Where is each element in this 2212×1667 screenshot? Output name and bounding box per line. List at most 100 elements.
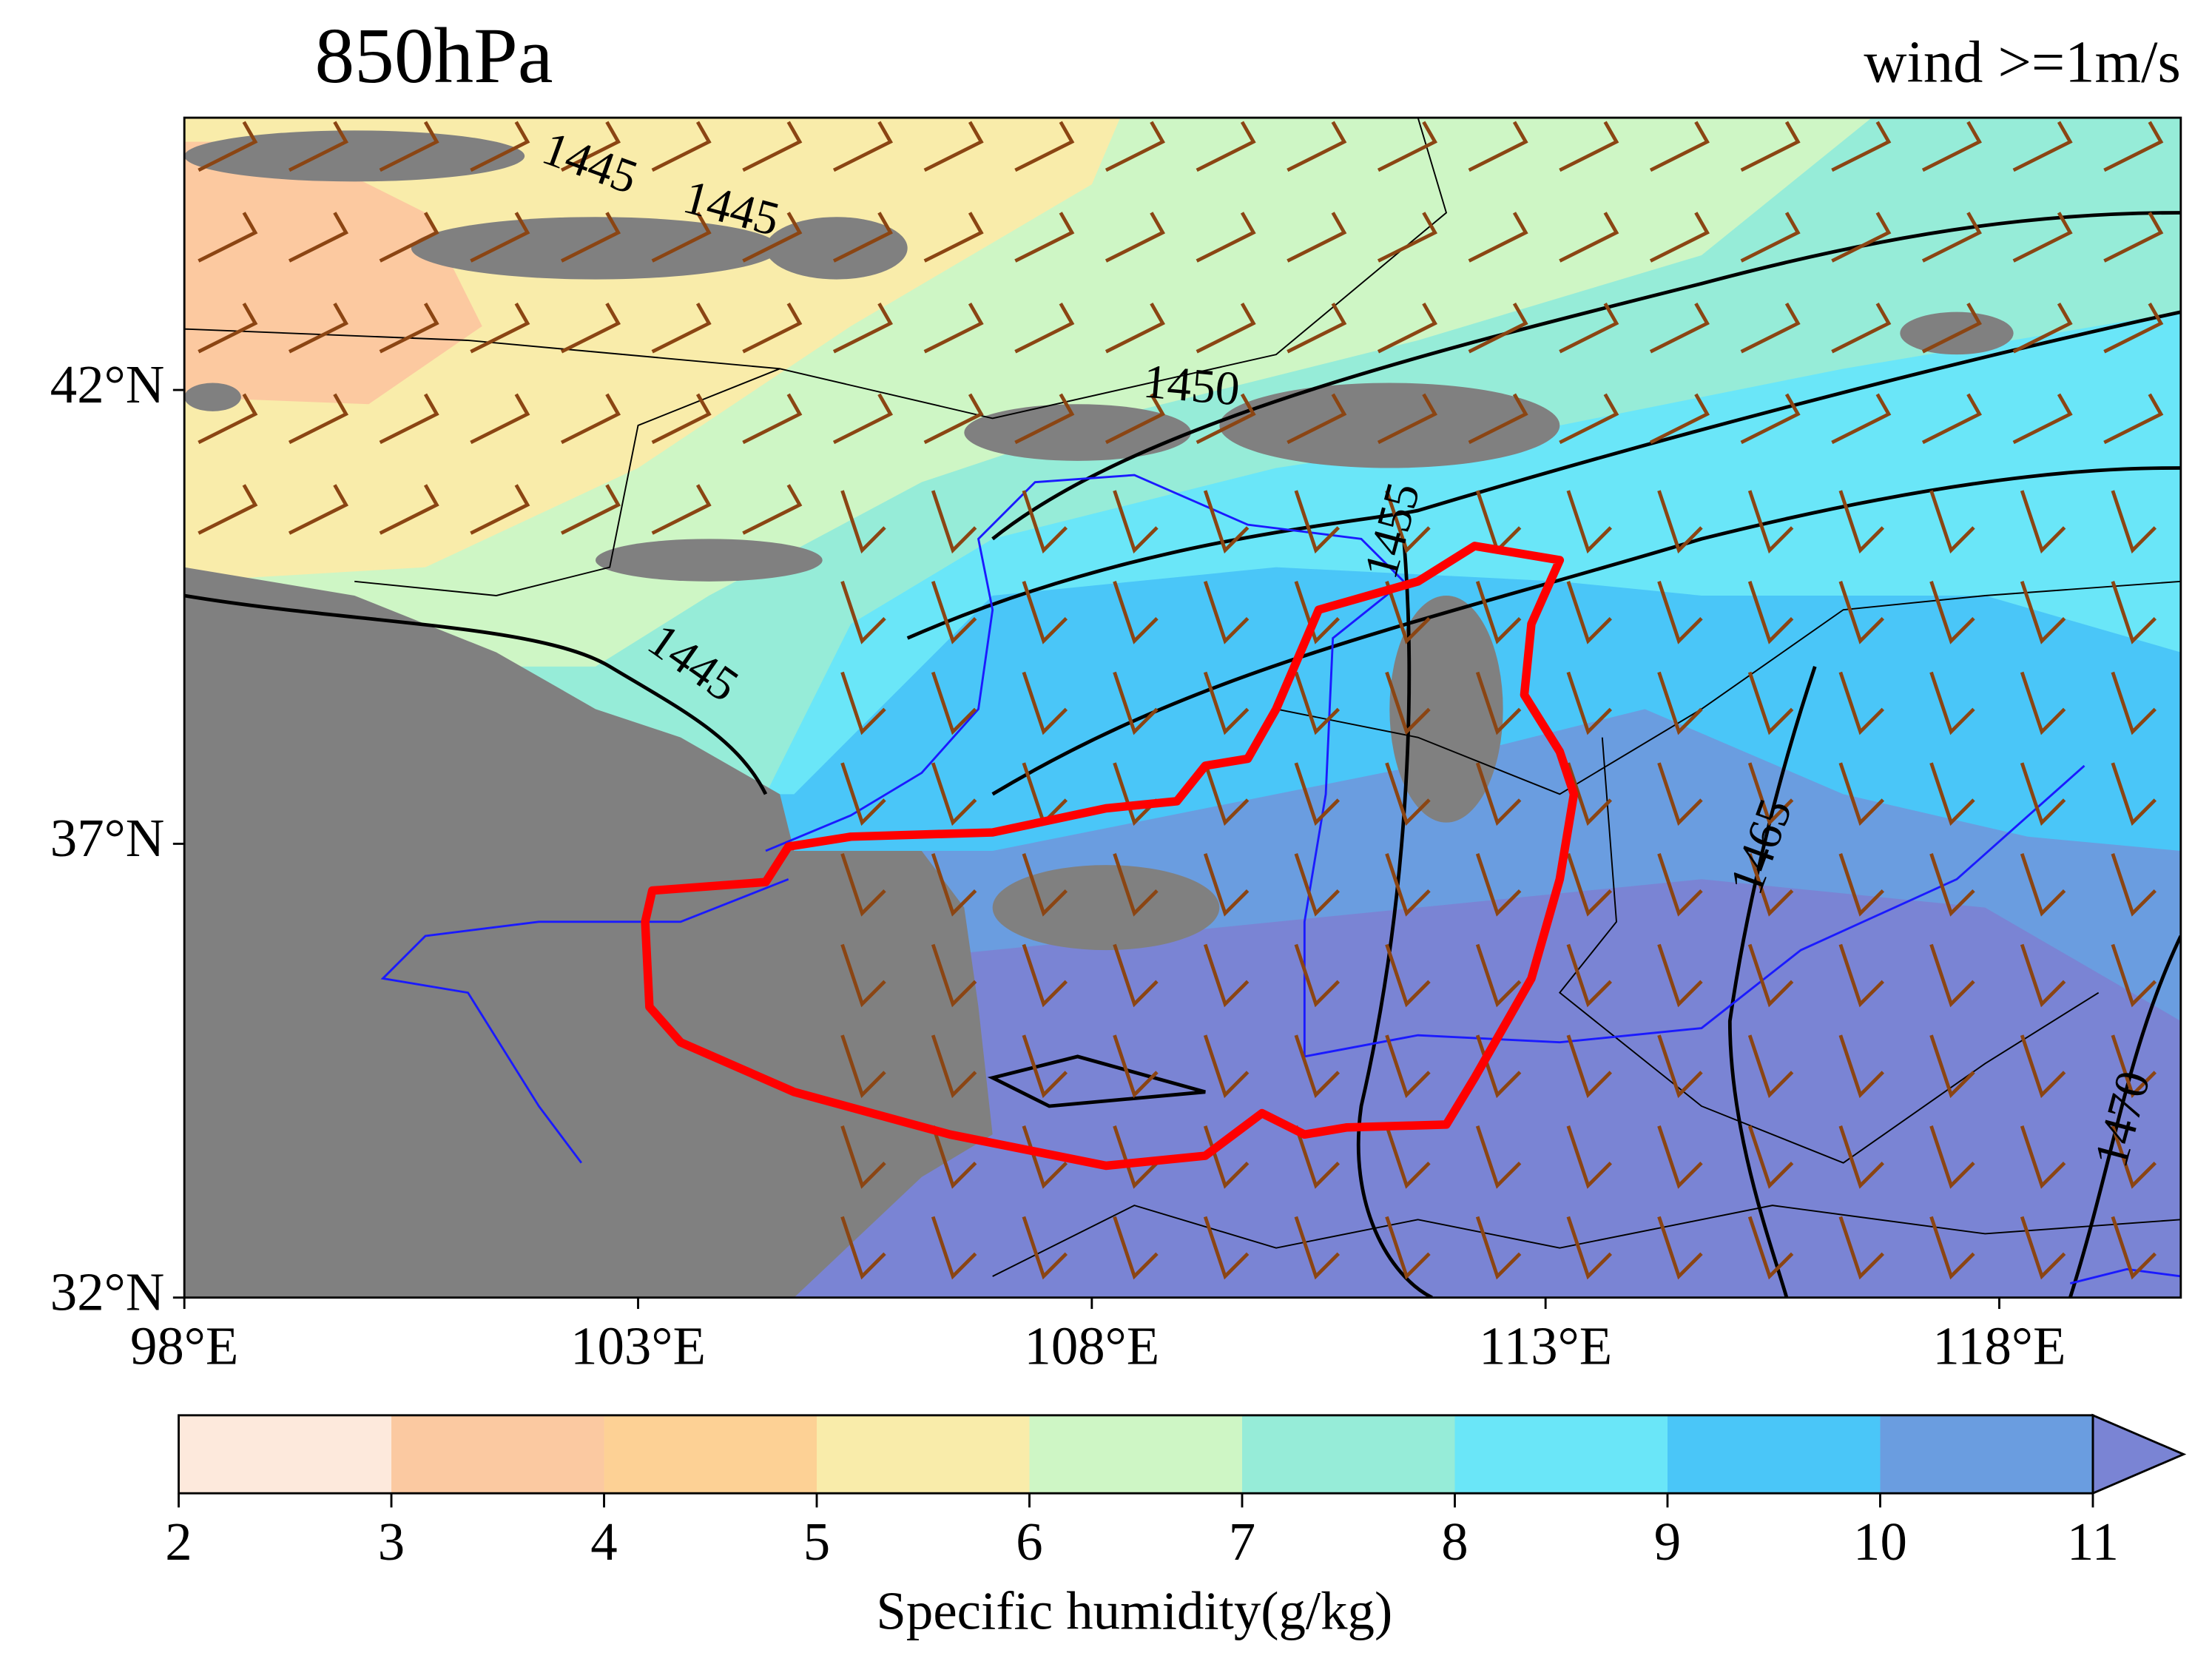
wind-barb bbox=[931, 581, 977, 644]
colorbar-tick-label: 9 bbox=[1654, 1512, 1681, 1572]
wind-barb bbox=[1747, 1034, 1794, 1099]
y-tick-label: 37°N bbox=[50, 808, 165, 868]
wind-barb bbox=[288, 393, 349, 445]
wind-barb bbox=[1014, 212, 1075, 263]
wind-barb bbox=[560, 302, 621, 354]
wind-barb bbox=[1294, 671, 1341, 735]
wind-barb bbox=[1566, 762, 1613, 826]
wind-barb bbox=[1831, 212, 1892, 263]
wind-barb bbox=[840, 1034, 886, 1099]
terrain-mask bbox=[184, 130, 2014, 1298]
wind-barb bbox=[1105, 393, 1166, 445]
wind-barb bbox=[2111, 1125, 2157, 1189]
wind-barb bbox=[1294, 1034, 1341, 1099]
wind-barb bbox=[1747, 943, 1794, 1008]
wind-barb bbox=[1475, 1216, 1522, 1280]
x-tick-label: 103°E bbox=[570, 1316, 706, 1375]
colorbar-segment bbox=[1667, 1415, 1881, 1494]
wind-barb bbox=[931, 490, 977, 554]
wind-barb bbox=[931, 762, 977, 826]
title: 850hPa bbox=[315, 12, 553, 100]
wind-barb bbox=[1022, 943, 1068, 1008]
wind-barb bbox=[1649, 121, 1710, 172]
wind-barb bbox=[1921, 393, 1982, 445]
wind-barb bbox=[840, 1125, 886, 1189]
wind-barb bbox=[1657, 762, 1703, 826]
wind-barb bbox=[931, 943, 977, 1008]
wind-barb bbox=[1196, 212, 1256, 263]
contours bbox=[184, 211, 2181, 1298]
wind-barb bbox=[1657, 581, 1703, 644]
wind-barb bbox=[923, 121, 984, 172]
wind-barb bbox=[198, 484, 258, 535]
wind-barb bbox=[1203, 581, 1250, 644]
wind-barb bbox=[1014, 121, 1075, 172]
wind-barb bbox=[1929, 943, 1975, 1008]
wind-barb bbox=[2020, 943, 2066, 1008]
wind-barb bbox=[1196, 302, 1256, 354]
wind-barb bbox=[1287, 212, 1347, 263]
wind-barb bbox=[742, 302, 803, 354]
wind-barb bbox=[1113, 671, 1159, 735]
wind-barb bbox=[1838, 1125, 1885, 1189]
wind-barb bbox=[1831, 302, 1892, 354]
map-area bbox=[184, 118, 2181, 1298]
wind-barb bbox=[1385, 943, 1431, 1008]
wind-barb bbox=[832, 212, 894, 263]
wind-barb bbox=[742, 393, 803, 445]
wind-barb bbox=[198, 212, 258, 263]
wind-barb bbox=[931, 853, 977, 917]
wind-barb bbox=[1747, 1216, 1794, 1280]
wind-barb bbox=[840, 943, 886, 1008]
subtitle: wind >=1m/s bbox=[1864, 29, 2180, 95]
wind-barb bbox=[2020, 762, 2066, 826]
colorbar-segment bbox=[178, 1415, 392, 1494]
wind-barb bbox=[2012, 212, 2073, 263]
colorbar-tick-label: 6 bbox=[1016, 1512, 1042, 1572]
colorbar-tick-label: 10 bbox=[1853, 1512, 1907, 1572]
wind-barb bbox=[1468, 302, 1528, 354]
wind-barb bbox=[1559, 212, 1619, 263]
wind-barb bbox=[840, 581, 886, 644]
wind-barb bbox=[1385, 853, 1431, 917]
wind-barb bbox=[1385, 490, 1431, 554]
y-tick-label: 32°N bbox=[50, 1262, 165, 1321]
colorbar-tick-label: 4 bbox=[590, 1512, 617, 1572]
wind-barb bbox=[379, 484, 439, 535]
colorbar-segment bbox=[604, 1415, 817, 1494]
wind-barb bbox=[1838, 853, 1885, 917]
wind-barb bbox=[1657, 1125, 1703, 1189]
wind-barb bbox=[2020, 490, 2066, 554]
wind-barb bbox=[1657, 490, 1703, 554]
contour-label: 1450 bbox=[1141, 355, 1241, 417]
wind-barb bbox=[1113, 1034, 1159, 1099]
colorbar-segment bbox=[391, 1415, 604, 1494]
wind-barb bbox=[1475, 671, 1522, 735]
wind-barb bbox=[742, 121, 803, 172]
wind-barb bbox=[288, 484, 349, 535]
colorbar-segment bbox=[817, 1415, 1030, 1494]
wind-barb bbox=[1657, 853, 1703, 917]
wind-barb bbox=[1475, 943, 1522, 1008]
colorbar-frame bbox=[178, 1414, 2094, 1495]
wind-barb bbox=[1566, 581, 1613, 644]
colorbar-tick-label: 8 bbox=[1441, 1512, 1468, 1572]
wind-barb bbox=[840, 490, 886, 554]
colorbar-segment bbox=[1029, 1415, 1242, 1494]
wind-barb bbox=[2020, 581, 2066, 644]
wind-barb bbox=[1377, 121, 1437, 172]
wind-barb bbox=[931, 1034, 977, 1099]
wind-barb bbox=[1566, 1034, 1613, 1099]
wind-barb bbox=[1831, 121, 1892, 172]
wind-barb bbox=[1929, 853, 1975, 917]
wind-barb bbox=[1929, 671, 1975, 735]
colorbar-segment bbox=[1241, 1415, 1455, 1494]
wind-barb bbox=[1838, 1216, 1885, 1280]
wind-barb bbox=[1022, 1034, 1068, 1099]
wind-barb bbox=[1203, 1216, 1250, 1280]
wind-barb bbox=[1838, 943, 1885, 1008]
x-tick-label: 108°E bbox=[1024, 1316, 1159, 1375]
colorbar-segment bbox=[1454, 1415, 1668, 1494]
wind-barb bbox=[2111, 762, 2157, 826]
